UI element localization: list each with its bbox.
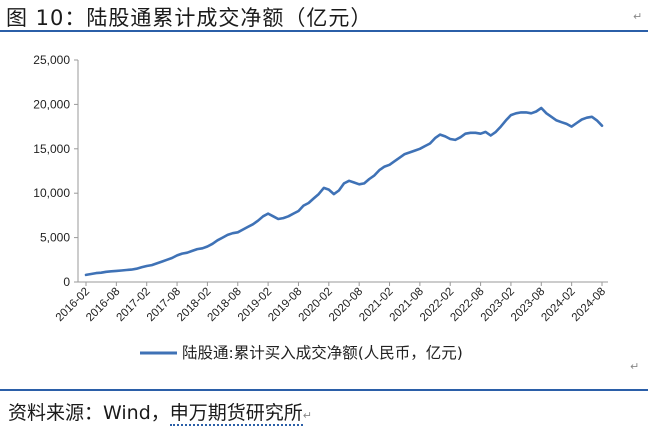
figure-title-bar: 图 10：陆股通累计成交净额（亿元） ↵ — [0, 0, 648, 32]
line-chart-svg: 05,00010,00015,00020,00025,0002016-02201… — [33, 53, 608, 362]
y-tick-label: 20,000 — [33, 97, 70, 111]
paragraph-mark: ↵ — [630, 360, 640, 373]
source-note: 资料来源：Wind，申万期货研究所↵ — [8, 398, 312, 426]
y-tick-label: 25,000 — [33, 53, 70, 67]
source-bar: 资料来源：Wind，申万期货研究所↵ — [0, 389, 648, 429]
paragraph-mark: ↵ — [633, 10, 643, 23]
x-tick-label: 2024-08 — [570, 286, 608, 324]
source-provider: 申万期货研究所 — [169, 402, 303, 426]
y-tick-label: 5,000 — [40, 231, 70, 245]
y-tick-label: 15,000 — [33, 142, 70, 156]
paragraph-mark: ↵ — [302, 409, 312, 422]
y-tick-label: 0 — [63, 275, 70, 289]
source-prefix: 资料来源：Wind， — [8, 402, 170, 424]
chart: 0 5,000 10,000 15,000 20,000 25,000 2016-02 201… — [14, 42, 646, 380]
legend-label: 陆股通:累计买入成交净额(人民币，亿元) — [182, 344, 463, 362]
series-line — [84, 106, 604, 277]
y-tick-label: 10,000 — [33, 186, 70, 200]
figure-title: 图 10：陆股通累计成交净额（亿元） — [6, 6, 373, 30]
